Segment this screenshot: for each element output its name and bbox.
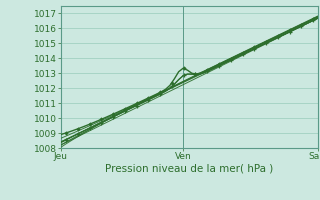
X-axis label: Pression niveau de la mer( hPa ): Pression niveau de la mer( hPa ) (106, 164, 274, 174)
